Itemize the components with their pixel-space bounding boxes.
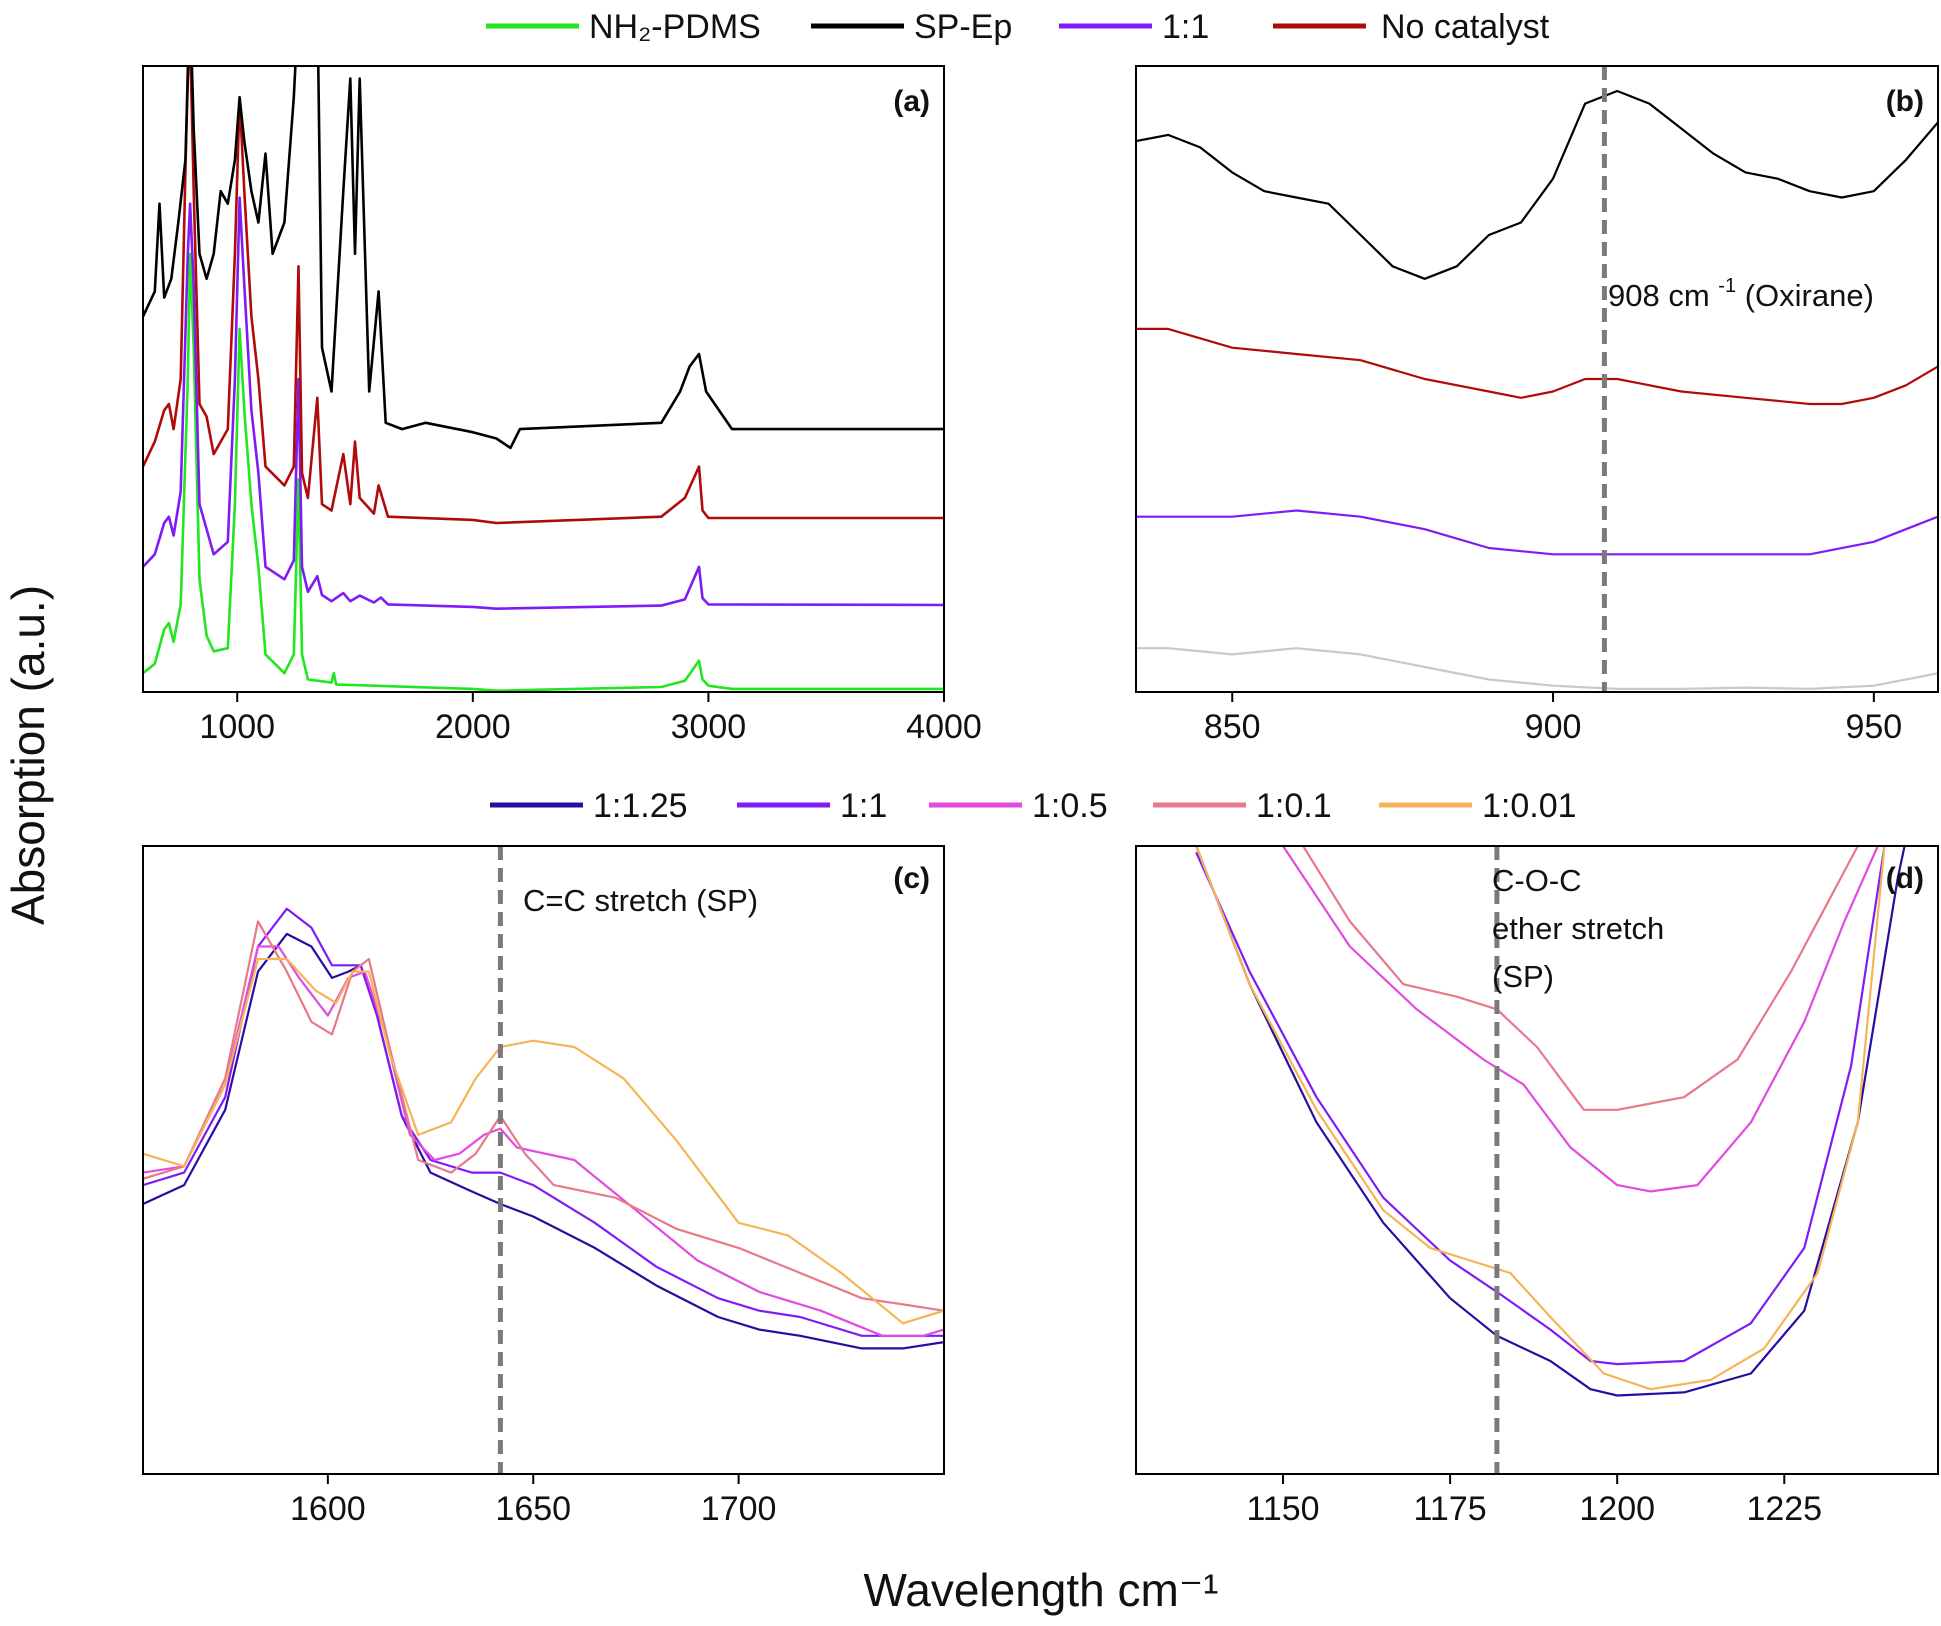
legend-bottom-label: 1:0.5 (1032, 787, 1108, 825)
series-line (1136, 327, 1938, 406)
panel-b-ticks: 850 900 950 (1204, 692, 1902, 746)
x-tick-label: 1150 (1246, 1490, 1319, 1528)
x-tick-label: 1650 (495, 1490, 571, 1528)
panel-d-ticks: 1150 1175 1200 1225 (1246, 1474, 1822, 1528)
x-tick-label: 2000 (435, 708, 511, 746)
panel-c: 1600 1650 1700 (c) C=C stretch (SP) (142, 845, 945, 1528)
panel-d-frame (1135, 845, 1939, 1475)
series-line (1302, 846, 1859, 1111)
legend-bottom-label: 1:0.01 (1482, 787, 1577, 825)
panel-c-ticks: 1600 1650 1700 (290, 1474, 776, 1528)
legend-top-item: No catalyst (1273, 8, 1550, 46)
panel-a-frame (142, 65, 945, 693)
panel-b-annotation-tail: (Oxirane) (1745, 278, 1874, 313)
legend-top-item: 1:1 (1059, 8, 1209, 46)
x-tick-label: 3000 (671, 708, 747, 746)
panel-d: 1150 1175 1200 1225 (d) C-O-C ether stretch… (1135, 845, 1939, 1528)
legend-bottom-label: 1:1.25 (593, 787, 688, 825)
panel-d-annotation-line: C-O-C (1492, 863, 1582, 898)
panel-c-annotation: C=C stretch (SP) (523, 883, 758, 918)
panel-c-series (143, 907, 944, 1350)
x-tick-label: 1225 (1746, 1490, 1822, 1528)
legend-top-item: SP-Ep (811, 8, 1012, 46)
x-tick-label: 4000 (906, 708, 982, 746)
panel-b: 850 900 950 (b) 908 cm -1 (Oxirane) (1135, 65, 1939, 746)
panel-b-tag: (b) (1886, 85, 1924, 118)
legend-top-label: SP-Ep (914, 8, 1012, 46)
panel-b-frame (1135, 65, 1939, 693)
x-tick-label: 850 (1204, 708, 1261, 746)
panel-d-annotation-line: ether stretch (1492, 911, 1664, 946)
x-tick-label: 1600 (290, 1490, 366, 1528)
panel-b-annotation-sup: -1 (1718, 275, 1736, 297)
panel-a-series (143, 66, 944, 692)
x-tick-label: 1000 (199, 708, 275, 746)
legend-top-label: 1:1 (1162, 8, 1209, 46)
x-tick-label: 950 (1845, 708, 1902, 746)
y-axis-title: Absorption (a.u.) (2, 585, 54, 925)
series-line (1195, 846, 1886, 1366)
legend-bottom-item: 1:0.1 (1153, 787, 1332, 825)
panel-b-annotation-main: 908 cm (1608, 278, 1710, 313)
series-line (143, 196, 944, 611)
panel-c-tag: (c) (893, 862, 930, 895)
panel-b-series (1136, 89, 1938, 691)
series-line (143, 920, 944, 1312)
x-tick-label: 1175 (1414, 1490, 1487, 1528)
panel-a-ticks: 1000 2000 3000 4000 (199, 692, 982, 746)
x-tick-label: 1200 (1579, 1490, 1655, 1528)
panel-b-annotation: 908 cm -1 (Oxirane) (1608, 264, 1874, 313)
legend-bottom-item: 1:0.01 (1379, 787, 1577, 825)
panel-d-tag: (d) (1886, 862, 1924, 895)
series-line (1136, 89, 1938, 280)
series-line (143, 907, 944, 1337)
legend-bottom-label: 1:0.1 (1256, 787, 1332, 825)
panel-a: 1000 2000 3000 4000 (a) (142, 65, 982, 746)
legend-top-label: NH₂-PDMS (589, 8, 761, 46)
series-line (1136, 647, 1938, 691)
legend-top: NH₂-PDMS SP-Ep 1:1 No catalyst (486, 8, 1550, 46)
series-line (143, 957, 944, 1325)
x-tick-label: 900 (1525, 708, 1582, 746)
series-line (143, 66, 944, 525)
legend-top-item: NH₂-PDMS (486, 8, 761, 46)
legend-top-label: No catalyst (1381, 8, 1550, 46)
panel-d-annotation-line: (SP) (1492, 959, 1554, 994)
x-axis-title: Wavelength cm⁻¹ (864, 1564, 1219, 1616)
x-tick-label: 1700 (701, 1490, 777, 1528)
legend-bottom-item: 1:1 (737, 787, 887, 825)
series-line (1136, 509, 1938, 556)
panel-c-frame (142, 845, 945, 1475)
legend-bottom: 1:1.25 1:1 1:0.5 1:0.1 1:0.01 (490, 787, 1577, 825)
panel-a-tag: (a) (893, 85, 930, 118)
series-line (143, 945, 944, 1337)
series-line (143, 252, 944, 692)
series-line (1282, 846, 1879, 1193)
series-line (143, 932, 944, 1350)
legend-bottom-item: 1:0.5 (929, 787, 1108, 825)
panel-d-series (1195, 846, 1906, 1397)
series-line (143, 66, 944, 450)
series-line (1195, 846, 1886, 1391)
legend-bottom-label: 1:1 (840, 787, 887, 825)
legend-bottom-item: 1:1.25 (490, 787, 688, 825)
